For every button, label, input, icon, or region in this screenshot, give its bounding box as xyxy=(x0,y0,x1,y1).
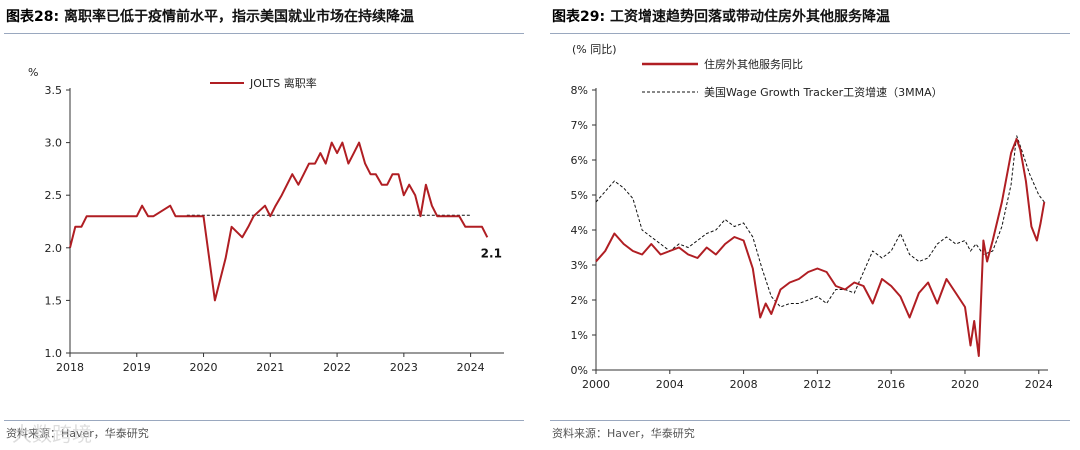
right-x-tick-label: 2000 xyxy=(582,378,610,391)
left-x-tick-label: 2018 xyxy=(56,361,84,374)
legend-label-services: 住房外其他服务同比 xyxy=(704,57,803,71)
left-unit-label: % xyxy=(28,66,38,79)
right-y-tick-label: 4% xyxy=(571,224,588,237)
quits-rate-chart: % 1.0 1.5 2.0 2.5 3.0 3.5 2018 2019 2020 2021 2022 2… xyxy=(28,66,504,374)
end-value-label: 2.1 xyxy=(481,246,502,260)
right-y-tick-label: 5% xyxy=(571,189,588,202)
left-y-tick-label: 1.5 xyxy=(45,294,63,307)
figure-29-panel: 图表29: 工资增速趋势回落或带动住房外其他服务降温 (% 同比) 0% 1% 2% 3… xyxy=(550,0,1075,450)
figure-29-title-text: 工资增速趋势回落或带动住房外其他服务降温 xyxy=(609,9,890,25)
right-y-tick-label: 1% xyxy=(571,329,588,342)
left-y-tick-label: 2.0 xyxy=(45,242,63,255)
figure-29-top-rule xyxy=(550,33,1070,34)
figure-28-title: 图表28: 离职率已低于疫情前水平，指示美国就业市场在持续降温 xyxy=(6,6,414,26)
figure-28-title-text: 离职率已低于疫情前水平，指示美国就业市场在持续降温 xyxy=(63,9,414,25)
left-y-tick-label: 2.5 xyxy=(45,189,63,202)
right-y-tick-label: 0% xyxy=(571,364,588,377)
left-x-tick-label: 2024 xyxy=(457,361,485,374)
right-y-tick-label: 8% xyxy=(571,84,588,97)
figure-28-number: 图表28: xyxy=(6,9,60,25)
legend-label-wage-tracker: 美国Wage Growth Tracker工资增速（3MMA） xyxy=(704,85,943,99)
figure-28-panel: 图表28: 离职率已低于疫情前水平，指示美国就业市场在持续降温 % 1.0 1.5 2… xyxy=(4,0,529,450)
figure-29-title: 图表29: 工资增速趋势回落或带动住房外其他服务降温 xyxy=(552,6,890,26)
right-x-tick-label: 2024 xyxy=(1025,378,1053,391)
right-x-tick-label: 2020 xyxy=(951,378,979,391)
left-y-tick-label: 1.0 xyxy=(45,347,63,360)
left-x-tick-label: 2022 xyxy=(323,361,351,374)
right-y-tick-label: 3% xyxy=(571,259,588,272)
right-y-tick-label: 7% xyxy=(571,119,588,132)
right-x-tick-label: 2016 xyxy=(877,378,905,391)
figure-29-source: 资料来源：Haver，华泰研究 xyxy=(552,427,695,440)
right-y-tick-label: 2% xyxy=(571,294,588,307)
left-x-tick-label: 2023 xyxy=(390,361,418,374)
left-x-tick-label: 2020 xyxy=(190,361,218,374)
series-wage-growth-tracker xyxy=(595,135,1045,308)
right-x-tick-label: 2008 xyxy=(730,378,758,391)
wage-growth-chart: (% 同比) 0% 1% 2% 3% 4% 5% 6% 7% 8% 2000 2004 2008 2012… xyxy=(571,43,1053,391)
left-y-tick-label: 3.0 xyxy=(45,137,63,150)
series-services-ex-housing xyxy=(595,138,1046,357)
figure-29-bottom-rule xyxy=(550,420,1070,421)
series-jolts-quits-rate xyxy=(69,141,489,302)
figure-28-bottom-rule xyxy=(4,420,524,421)
left-x-tick-label: 2019 xyxy=(123,361,151,374)
figure-28-source: 资料来源：Haver，华泰研究 xyxy=(6,427,149,440)
figure-28-top-rule xyxy=(4,33,524,34)
right-unit-label: (% 同比) xyxy=(572,43,617,56)
legend-label-jolts: JOLTS 离职率 xyxy=(249,76,317,90)
right-y-tick-label: 6% xyxy=(571,154,588,167)
figure-29-number: 图表29: xyxy=(552,9,606,25)
left-y-tick-label: 3.5 xyxy=(45,84,63,97)
right-x-tick-label: 2012 xyxy=(803,378,831,391)
right-x-tick-label: 2004 xyxy=(656,378,684,391)
left-x-tick-label: 2021 xyxy=(256,361,284,374)
